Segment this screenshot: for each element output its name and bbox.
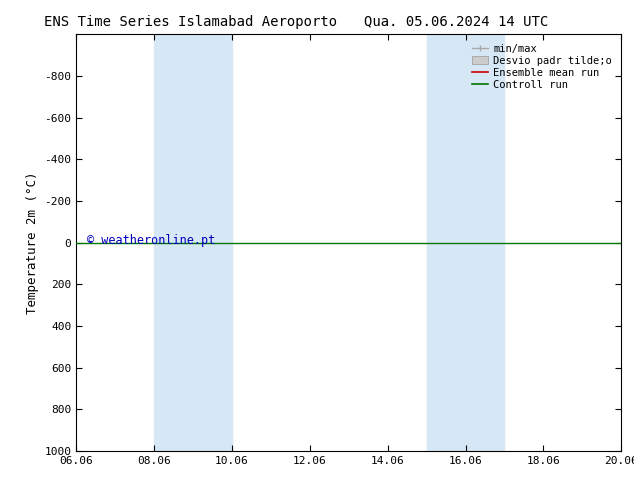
Bar — [154, 34, 232, 451]
Text: Qua. 05.06.2024 14 UTC: Qua. 05.06.2024 14 UTC — [365, 15, 548, 29]
Y-axis label: Temperature 2m (°C): Temperature 2m (°C) — [25, 172, 39, 314]
Bar — [427, 34, 505, 451]
Legend: min/max, Desvio padr tilde;o, Ensemble mean run, Controll run: min/max, Desvio padr tilde;o, Ensemble m… — [468, 40, 616, 94]
Text: ENS Time Series Islamabad Aeroporto: ENS Time Series Islamabad Aeroporto — [44, 15, 337, 29]
Text: © weatheronline.pt: © weatheronline.pt — [87, 234, 215, 247]
